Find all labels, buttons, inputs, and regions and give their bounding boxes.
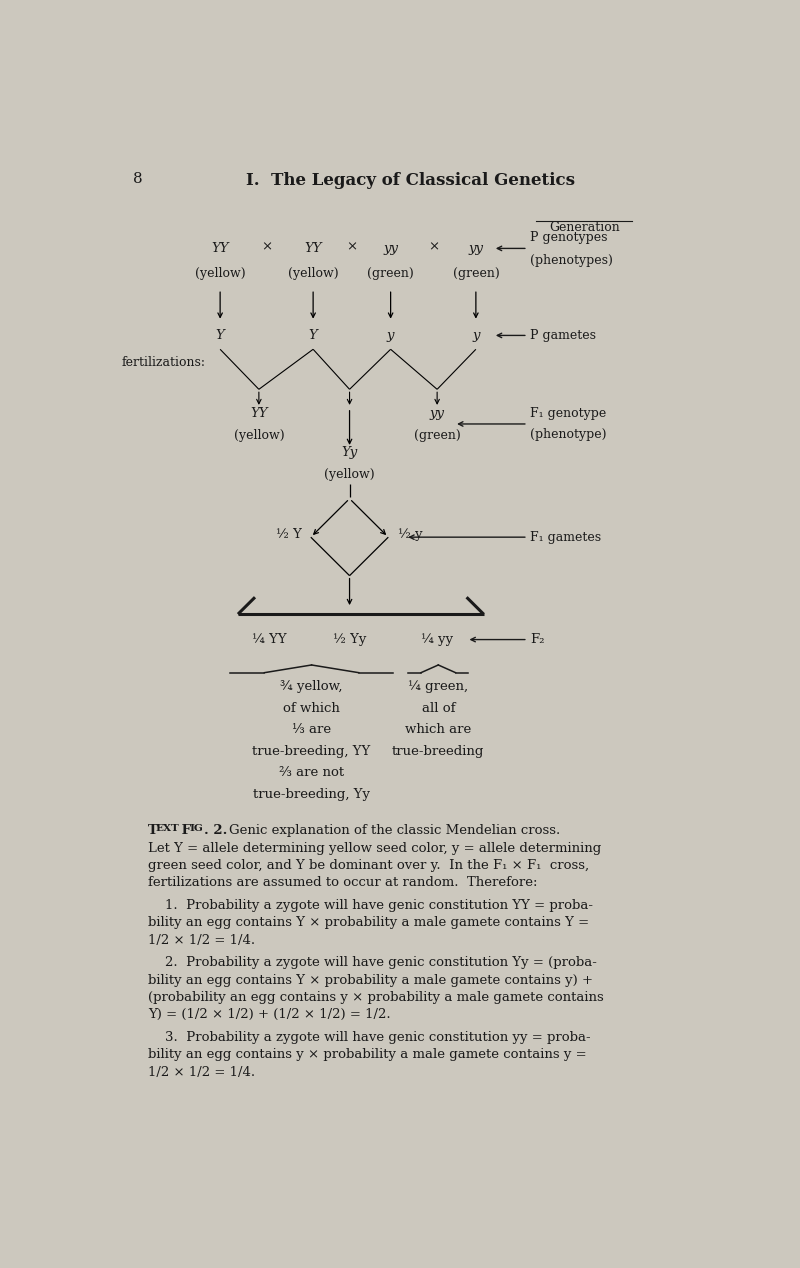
Text: fertilizations are assumed to occur at random.  Therefore:: fertilizations are assumed to occur at r…: [148, 876, 538, 889]
Text: T: T: [148, 824, 158, 837]
Text: ½ Yy: ½ Yy: [333, 633, 366, 647]
Text: ⅔ are not: ⅔ are not: [279, 766, 344, 780]
Text: true-breeding: true-breeding: [392, 744, 485, 758]
Text: bility an egg contains Y × probability a male gamete contains y) +: bility an egg contains Y × probability a…: [148, 974, 593, 987]
Text: YY: YY: [304, 242, 322, 255]
Text: ¼ YY: ¼ YY: [252, 633, 286, 647]
Text: (yellow): (yellow): [195, 268, 246, 280]
Text: F₂: F₂: [530, 633, 545, 647]
Text: ×: ×: [428, 241, 439, 254]
Text: (yellow): (yellow): [324, 468, 375, 481]
Text: (yellow): (yellow): [288, 268, 338, 280]
Text: y: y: [472, 328, 480, 342]
Text: 1/2 × 1/2 = 1/4.: 1/2 × 1/2 = 1/4.: [148, 933, 255, 947]
Text: 1/2 × 1/2 = 1/4.: 1/2 × 1/2 = 1/4.: [148, 1066, 255, 1079]
Text: true-breeding, YY: true-breeding, YY: [253, 744, 370, 758]
Text: (green): (green): [367, 268, 414, 280]
Text: 3.  Probability a zygote will have genic constitution yy = proba-: 3. Probability a zygote will have genic …: [148, 1031, 590, 1044]
Text: 1.  Probability a zygote will have genic constitution YY = proba-: 1. Probability a zygote will have genic …: [148, 899, 593, 912]
Text: ⅓ are: ⅓ are: [292, 723, 331, 737]
Text: YY: YY: [211, 242, 229, 255]
Text: F₁ genotype: F₁ genotype: [530, 407, 606, 420]
Text: Genic explanation of the classic Mendelian cross.: Genic explanation of the classic Mendeli…: [230, 824, 561, 837]
Text: (green): (green): [453, 268, 499, 280]
Text: I.  The Legacy of Classical Genetics: I. The Legacy of Classical Genetics: [246, 172, 574, 189]
Text: IG: IG: [189, 824, 203, 833]
Text: P genotypes: P genotypes: [530, 231, 608, 245]
Text: y: y: [387, 328, 394, 342]
Text: P gametes: P gametes: [530, 328, 596, 342]
Text: all of: all of: [422, 701, 455, 715]
Text: Yy: Yy: [342, 446, 358, 459]
Text: yy: yy: [430, 407, 445, 421]
Text: Y: Y: [309, 328, 318, 342]
Text: fertilizations:: fertilizations:: [122, 356, 206, 369]
Text: ×: ×: [261, 241, 272, 254]
Text: 2.  Probability a zygote will have genic constitution Yy = (proba-: 2. Probability a zygote will have genic …: [148, 956, 597, 970]
Text: green seed color, and Y be dominant over y.  In the F₁ × F₁  cross,: green seed color, and Y be dominant over…: [148, 858, 589, 872]
Text: Y) = (1/2 × 1/2) + (1/2 × 1/2) = 1/2.: Y) = (1/2 × 1/2) + (1/2 × 1/2) = 1/2.: [148, 1008, 390, 1022]
Text: ½ y: ½ y: [398, 527, 422, 540]
Text: ½ Y: ½ Y: [276, 527, 302, 540]
Text: EXT: EXT: [156, 824, 179, 833]
Text: ×: ×: [346, 241, 358, 254]
Text: YY: YY: [250, 407, 268, 421]
Text: . 2.: . 2.: [204, 824, 227, 837]
Text: (phenotypes): (phenotypes): [530, 254, 613, 268]
Text: bility an egg contains Y × probability a male gamete contains Y =: bility an egg contains Y × probability a…: [148, 917, 589, 929]
Text: F: F: [177, 824, 190, 837]
Text: true-breeding, Yy: true-breeding, Yy: [253, 787, 370, 801]
Text: Let Y = allele determining yellow seed color, y = allele determining: Let Y = allele determining yellow seed c…: [148, 842, 602, 855]
Text: Y: Y: [216, 328, 225, 342]
Text: yy: yy: [468, 242, 483, 255]
Text: Generation: Generation: [549, 222, 620, 235]
Text: bility an egg contains y × probability a male gamete contains y =: bility an egg contains y × probability a…: [148, 1049, 586, 1061]
Text: ¼ yy: ¼ yy: [421, 633, 453, 647]
Text: (green): (green): [414, 429, 461, 443]
Text: which are: which are: [405, 723, 471, 737]
Text: ¼ green,: ¼ green,: [408, 680, 468, 694]
Text: (phenotype): (phenotype): [530, 429, 606, 441]
Text: yy: yy: [383, 242, 398, 255]
Text: of which: of which: [283, 701, 340, 715]
Text: (yellow): (yellow): [234, 429, 284, 443]
Text: F₁ gametes: F₁ gametes: [530, 531, 602, 544]
Text: ¾ yellow,: ¾ yellow,: [280, 680, 343, 694]
Text: (probability an egg contains y × probability a male gamete contains: (probability an egg contains y × probabi…: [148, 992, 604, 1004]
Text: 8: 8: [133, 172, 142, 186]
